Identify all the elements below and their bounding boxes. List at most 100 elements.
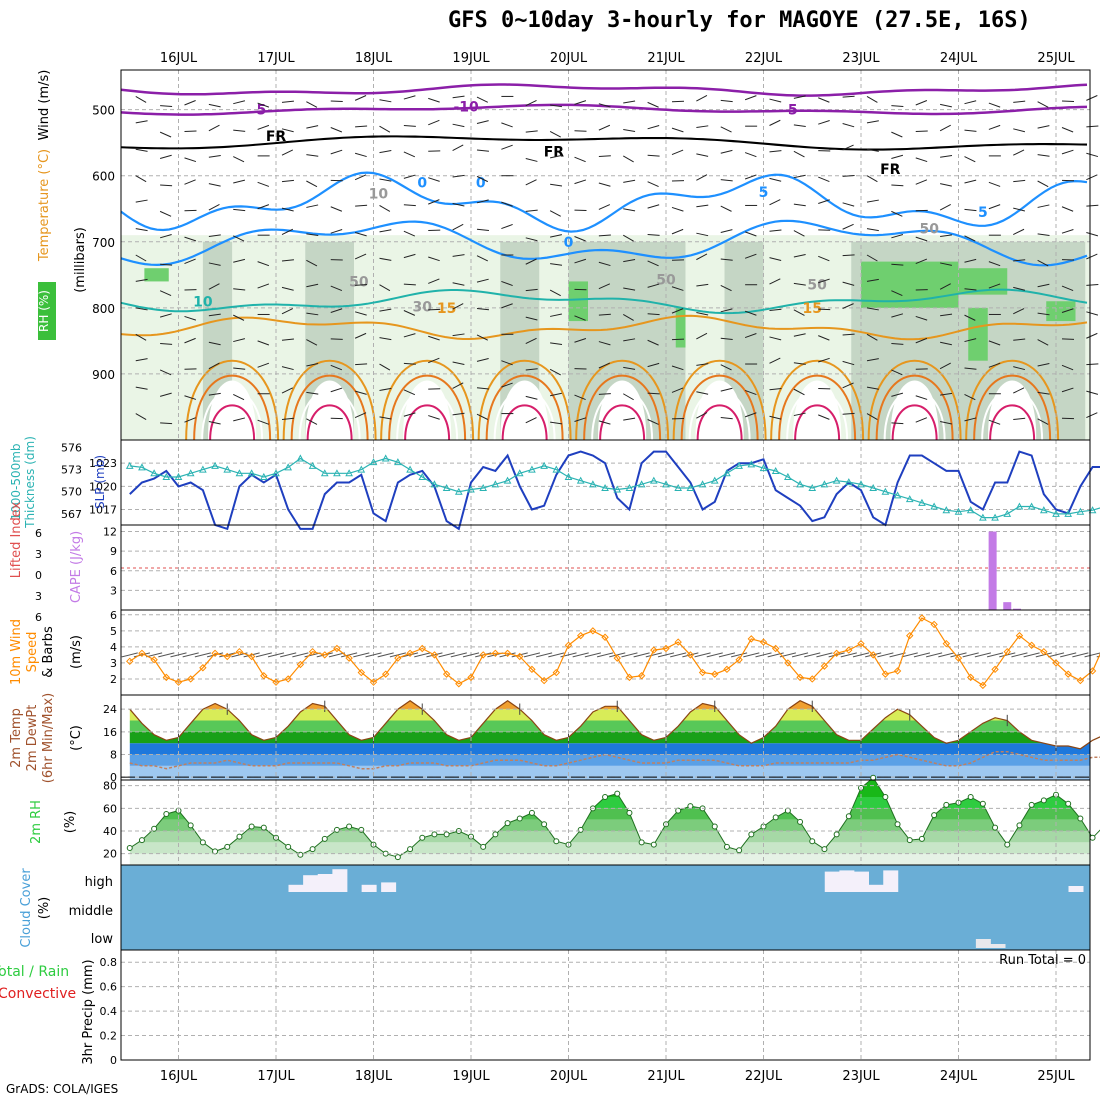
wind-barb [574, 315, 586, 321]
temp-contour-surface [973, 374, 1052, 441]
surface-wind-barb [450, 652, 467, 658]
wind-speed-point [1003, 647, 1011, 656]
wind-barb [403, 230, 416, 237]
surface-wind-barb [243, 652, 260, 658]
wind-speed-point [321, 651, 329, 659]
wind-barb [476, 308, 489, 311]
wind-barb [696, 391, 709, 395]
wind-speed-point [406, 649, 414, 658]
wind-barb [208, 183, 221, 187]
wind-barb [598, 261, 611, 267]
wind-barb [330, 387, 343, 393]
wind-barb [964, 156, 976, 163]
precip-axis-label-3: 3hr Precip (mm) [81, 959, 96, 1064]
wind-speed-line [129, 617, 1100, 687]
wind-barb [403, 125, 416, 127]
wind-speed-point [272, 678, 280, 686]
wind-barb [1086, 284, 1099, 286]
wind-barb [379, 308, 392, 312]
profile-ytick: 700 [92, 236, 115, 250]
temp-contour-surface [290, 374, 369, 441]
contour-label: FR [544, 144, 565, 160]
wind-barb [988, 419, 1001, 425]
surface-wind-barb [170, 652, 187, 658]
wind-barb [964, 235, 976, 242]
surface-wind-barb [731, 652, 748, 658]
wind-speed-point [442, 670, 451, 678]
thickness-point [174, 472, 183, 480]
wind-barb [988, 124, 1001, 130]
rh2m-axis-label-2: (%) [63, 811, 78, 834]
wind-barb [1086, 152, 1099, 158]
rh-point [236, 833, 243, 840]
thickness-point [186, 469, 195, 477]
date-label-bottom: 18JUL [355, 1069, 393, 1084]
wind-barb [525, 179, 537, 186]
profile-ytick: 600 [92, 170, 115, 184]
thickness-point [991, 513, 999, 521]
thickness-point [844, 478, 853, 486]
wind-barb [915, 395, 928, 400]
temp-contour-surface [493, 389, 556, 441]
high-cloud-bar [1068, 886, 1084, 892]
wind-barb [720, 364, 732, 371]
wind-speed-point [345, 654, 353, 662]
wind-speed-point [832, 649, 841, 658]
rh-point [285, 843, 292, 850]
thickness-point [796, 480, 804, 488]
date-label-top: 16JUL [160, 51, 198, 66]
rh-point [224, 843, 231, 850]
wind-speed-point [296, 660, 305, 669]
profile-ytick: 900 [92, 368, 115, 382]
date-label-bottom: 20JUL [550, 1069, 588, 1084]
wind-barb [866, 228, 879, 232]
rh-point [870, 774, 877, 781]
wind-barb [623, 155, 634, 163]
dry-pocket [208, 380, 257, 440]
wind-barb [379, 205, 391, 212]
wind-barb [1086, 332, 1098, 339]
wind-speed-point [186, 675, 195, 683]
wind-barb [233, 393, 245, 401]
wind-speed-point [918, 614, 926, 622]
thickness-point [637, 480, 646, 488]
wind-barb [793, 253, 806, 258]
date-label-top: 18JUL [355, 51, 393, 66]
wind-barb [623, 259, 636, 263]
wind-barb [671, 127, 684, 133]
wind-speed-point [869, 651, 877, 659]
wind-barb [159, 313, 172, 318]
thickness-axis-label-2: Thickness (dm) [23, 436, 37, 529]
wind-barb [135, 278, 148, 282]
wind-barb [281, 100, 294, 103]
wind-barb [1037, 363, 1050, 367]
temp-contour-surface [688, 389, 751, 441]
date-label-top: 17JUL [257, 51, 295, 66]
wind-barb [964, 417, 977, 422]
wind-speed-point [857, 639, 865, 648]
wind-barb [1086, 232, 1099, 237]
wind-barb [964, 338, 977, 343]
temp-contour-surface [891, 404, 938, 441]
wind-axis-label-2: Speed [25, 632, 40, 673]
thickness-point [735, 461, 743, 469]
thickness-point [625, 483, 634, 492]
rh-ytick: 60 [103, 802, 117, 815]
contour-label: FR [880, 162, 901, 178]
wind-barb [452, 282, 465, 286]
wind-barb [257, 362, 270, 368]
wind-barb [1037, 101, 1049, 108]
surface-wind-barb [1072, 652, 1089, 658]
wind-barb [208, 313, 221, 317]
wind-barb [818, 414, 830, 420]
wind-barb [769, 357, 781, 364]
rh-point [528, 809, 535, 816]
surface-wind-barb [584, 652, 601, 658]
wind-barb [866, 120, 879, 124]
wind-barb [842, 144, 854, 151]
wind-speed-point [564, 641, 573, 649]
cape-bar [1013, 608, 1021, 610]
wind-barb [696, 125, 709, 128]
thickness-point [394, 458, 402, 466]
li-ytick: 6 [35, 611, 42, 624]
